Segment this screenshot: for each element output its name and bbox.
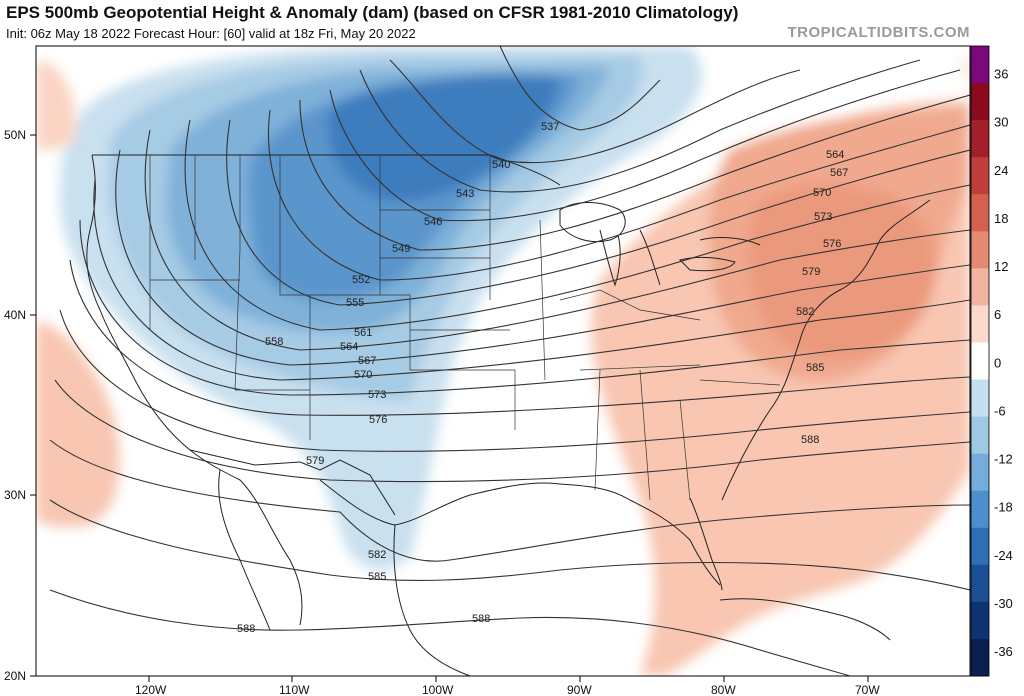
contour-label: 549: [392, 243, 410, 255]
contour-label: 573: [368, 389, 386, 401]
lat-label: 20N: [4, 669, 26, 683]
colorbar-label: 30: [994, 115, 1008, 130]
contour-label: 570: [813, 187, 831, 199]
contour-label: 537: [541, 121, 559, 133]
lat-label: 30N: [4, 488, 26, 502]
latitude-axis: 50N 40N 30N 20N: [4, 128, 36, 683]
contour-label: 588: [237, 623, 255, 635]
contour-label: 570: [354, 369, 372, 381]
colorbar-swatch: [971, 490, 989, 529]
contour-label: 573: [814, 211, 832, 223]
lat-label: 50N: [4, 128, 26, 142]
contour-label: 561: [354, 327, 372, 339]
colorbar-label: 0: [994, 355, 1001, 370]
colorbar-swatch: [971, 194, 989, 232]
contour-labels: 537 540 543 546 549 552 555 558 561 564 …: [237, 121, 848, 635]
colorbar-swatch: [971, 83, 989, 121]
contour-label: 567: [830, 167, 848, 179]
colorbar-swatch: [971, 231, 989, 269]
colorbar-label: 18: [994, 211, 1008, 226]
lon-label: 70W: [855, 683, 880, 696]
height-contours: [49, 46, 970, 676]
contour-label: 567: [358, 355, 376, 367]
contour-label: 540: [492, 159, 510, 171]
contour-label: 546: [424, 216, 442, 228]
colorbar-swatch: [971, 342, 989, 381]
colorbar-label: -6: [994, 403, 1006, 418]
colorbar-swatch: [971, 416, 989, 455]
contour-label: 543: [456, 188, 474, 200]
colorbar-label: 6: [994, 307, 1001, 322]
lon-label: 120W: [135, 683, 167, 696]
contour-label: 564: [826, 149, 844, 161]
colorbar-label: -36: [994, 644, 1013, 659]
colorbar-swatch: [971, 46, 989, 84]
colorbar-label: -18: [994, 500, 1013, 515]
colorbar-label: -12: [994, 452, 1013, 467]
colorbar-label: -24: [994, 548, 1013, 563]
colorbar-swatch: [971, 120, 989, 158]
colorbar-label: 12: [994, 259, 1008, 274]
lon-label: 80W: [711, 683, 736, 696]
lon-label: 90W: [567, 683, 592, 696]
map-border: [35, 45, 971, 677]
colorbar-label: -30: [994, 596, 1013, 611]
state-lines: [149, 155, 781, 501]
map-subtitle: Init: 06z May 18 2022 Forecast Hour: [60…: [6, 26, 416, 41]
colorbar-label: 24: [994, 163, 1008, 178]
colorbar-swatch: [971, 379, 989, 418]
colorbar-swatch: [971, 453, 989, 492]
longitude-axis: 120W 110W 100W 90W 80W 70W: [135, 676, 880, 696]
contour-label: 558: [265, 336, 283, 348]
brand-watermark: TROPICALTIDBITS.COM: [787, 24, 970, 41]
contour-label: 552: [352, 274, 370, 286]
contour-label: 555: [346, 297, 364, 309]
lon-label: 110W: [279, 683, 310, 696]
colorbar-label: 36: [994, 67, 1008, 82]
contour-label: 582: [796, 306, 814, 318]
lat-label: 40N: [4, 308, 26, 322]
contour-label: 582: [368, 549, 386, 561]
contour-label: 585: [368, 571, 386, 583]
colorbar-swatch: [971, 157, 989, 195]
anomaly-colorbar: 36 30 24 18 12 6 0 -6 -12 -18 -24 -30 -36: [970, 45, 1013, 677]
colorbar-outline: [970, 45, 990, 677]
lon-label: 100W: [422, 683, 454, 696]
colorbar-swatch: [971, 268, 989, 306]
colorbar-swatch: [971, 527, 989, 566]
map-title: EPS 500mb Geopotential Height & Anomaly …: [6, 3, 739, 22]
contour-label: 564: [340, 341, 358, 353]
contour-label: 579: [306, 455, 324, 467]
contour-label: 576: [823, 238, 841, 250]
contour-label: 576: [369, 414, 387, 426]
colorbar-swatch: [971, 305, 989, 343]
contour-label: 579: [802, 266, 820, 278]
contour-label: 588: [801, 434, 819, 446]
contour-label: 588: [472, 613, 490, 625]
colorbar-swatch: [971, 564, 989, 603]
colorbar-swatch: [971, 601, 989, 640]
contour-label: 585: [806, 362, 824, 374]
colorbar-swatch: [971, 638, 989, 677]
